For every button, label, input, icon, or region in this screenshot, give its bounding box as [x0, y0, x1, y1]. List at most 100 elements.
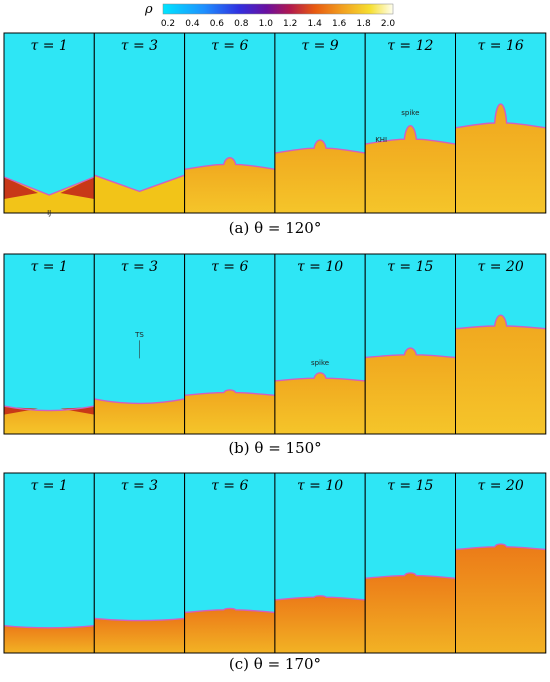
- panel: τ = 3 TS: [93, 253, 186, 435]
- panel: τ = 15: [364, 472, 457, 654]
- row-caption: (b) θ = 150°: [228, 439, 321, 457]
- shocked-gas-region: [455, 544, 546, 653]
- colorbar-tick-label: 0.4: [185, 19, 200, 29]
- shocked-gas-region: [274, 372, 366, 434]
- shocked-gas-region: [184, 608, 275, 653]
- panel: τ = 10: [274, 472, 366, 654]
- interface-line: [94, 617, 185, 622]
- dense-shock-region: [4, 407, 38, 415]
- shocked-gas-region: [184, 157, 275, 213]
- panel: τ = 1: [3, 472, 95, 654]
- dense-shock-region: [60, 407, 95, 415]
- panel-border: [455, 472, 547, 654]
- colorbar-tick-label: 1.8: [356, 19, 371, 29]
- panel-time-label: τ = 6: [211, 259, 248, 275]
- panel: τ = 10 spike: [274, 253, 366, 435]
- colorbar-tick-label: 1.2: [283, 19, 297, 29]
- shocked-gas-region: [94, 398, 185, 434]
- annotation-label: spike: [401, 109, 419, 117]
- shocked-gas-region: [365, 572, 456, 653]
- panel-time-label: τ = 1: [31, 38, 68, 54]
- colorbar: ρ 0.2 0.4 0.6 0.8 1.0 1.2 1.4 1.6 1.8 2.0: [144, 2, 395, 29]
- shocked-gas-region: [365, 348, 456, 434]
- interface-line: [365, 572, 456, 579]
- panel: τ = 6: [184, 32, 276, 214]
- colorbar-tick-label: 1.0: [259, 19, 274, 29]
- panel-time-label: τ = 16: [478, 38, 524, 54]
- colorbar-tick-label: 0.8: [234, 19, 249, 29]
- light-gas-region: [4, 254, 95, 434]
- interface-line: [274, 595, 366, 601]
- light-gas-region: [4, 473, 95, 653]
- interface-line: [274, 372, 366, 382]
- shocked-gas-region: [274, 140, 366, 213]
- shocked-gas-region: [94, 175, 185, 213]
- interface-line: [94, 398, 185, 405]
- panel: τ = 12 spike KHI: [364, 32, 457, 214]
- panel: τ = 3: [93, 32, 186, 214]
- panel: τ = 16: [455, 32, 547, 214]
- panel-border: [455, 253, 547, 435]
- colorbar-tick-label: 1.6: [332, 19, 347, 29]
- row-caption: (c) θ = 170°: [229, 655, 321, 673]
- shocked-gas-region: [4, 625, 95, 653]
- shocked-gas-region: [455, 315, 546, 434]
- panel: τ = 1: [3, 253, 95, 435]
- panel-time-label: τ = 10: [297, 478, 343, 494]
- panel: τ = 9: [274, 32, 366, 214]
- colorbar-tick-label: 2.0: [381, 19, 396, 29]
- panel: τ = 1 IJ: [3, 32, 95, 217]
- shocked-gas-region: [184, 389, 275, 434]
- panel-time-label: τ = 15: [387, 259, 433, 275]
- shocked-gas-region: [94, 618, 185, 653]
- interface-line: [455, 543, 546, 551]
- shocked-gas-region: [455, 104, 546, 213]
- interface-line: [274, 139, 366, 154]
- shocked-gas-region: [365, 125, 456, 213]
- panel: τ = 20: [455, 472, 547, 654]
- panel: τ = 6: [184, 472, 276, 654]
- interface-line: [184, 156, 276, 170]
- panel: τ = 20: [455, 253, 547, 435]
- panel-time-label: τ = 1: [31, 478, 68, 494]
- panel-time-label: τ = 3: [121, 38, 158, 54]
- panel-time-label: τ = 6: [211, 38, 248, 54]
- interface-line: [3, 176, 95, 196]
- panel-border: [455, 32, 547, 214]
- annotation-label: TS: [134, 331, 144, 339]
- interface-line: [455, 103, 546, 129]
- interface-line: [184, 389, 275, 396]
- panel-time-label: τ = 1: [31, 259, 68, 275]
- panel-time-label: τ = 3: [121, 259, 158, 275]
- row-caption: (a) θ = 120°: [229, 219, 322, 237]
- dense-shock-region: [60, 177, 95, 199]
- interface-line: [365, 125, 456, 145]
- colorbar-gradient: [162, 3, 394, 15]
- dense-shock-region: [4, 177, 38, 199]
- annotation-label: KHI: [375, 136, 387, 144]
- panel-time-label: τ = 20: [478, 478, 524, 494]
- interface-line: [184, 607, 275, 614]
- interface-line: [365, 347, 456, 359]
- colorbar-symbol: ρ: [144, 2, 153, 17]
- interface-line: [94, 174, 185, 193]
- colorbar-tick-label: 0.2: [161, 19, 175, 29]
- shocked-gas-region: [274, 595, 366, 653]
- panel: τ = 6: [184, 253, 276, 435]
- panel-time-label: τ = 9: [301, 38, 338, 54]
- panel-time-label: τ = 10: [297, 259, 343, 275]
- panel-time-label: τ = 15: [387, 478, 433, 494]
- colorbar-tick-label: 1.4: [308, 19, 323, 29]
- shocked-gas-region: [4, 406, 95, 434]
- row-3: τ = 1 τ = 3 τ = 6 τ = 10 τ = 15 τ = 20 (c) θ =…: [3, 472, 547, 673]
- interface-line: [455, 314, 546, 330]
- interface-line: [3, 624, 95, 629]
- annotation-label: IJ: [47, 209, 51, 217]
- panel-time-label: τ = 6: [211, 478, 248, 494]
- row-2: τ = 1 τ = 3 TS τ = 6 τ = 10 spike τ = 15 τ = 20…: [3, 253, 547, 457]
- colorbar-ticks: 0.2 0.4 0.6 0.8 1.0 1.2 1.4 1.6 1.8 2.0: [161, 19, 396, 29]
- panel-time-label: τ = 12: [387, 38, 433, 54]
